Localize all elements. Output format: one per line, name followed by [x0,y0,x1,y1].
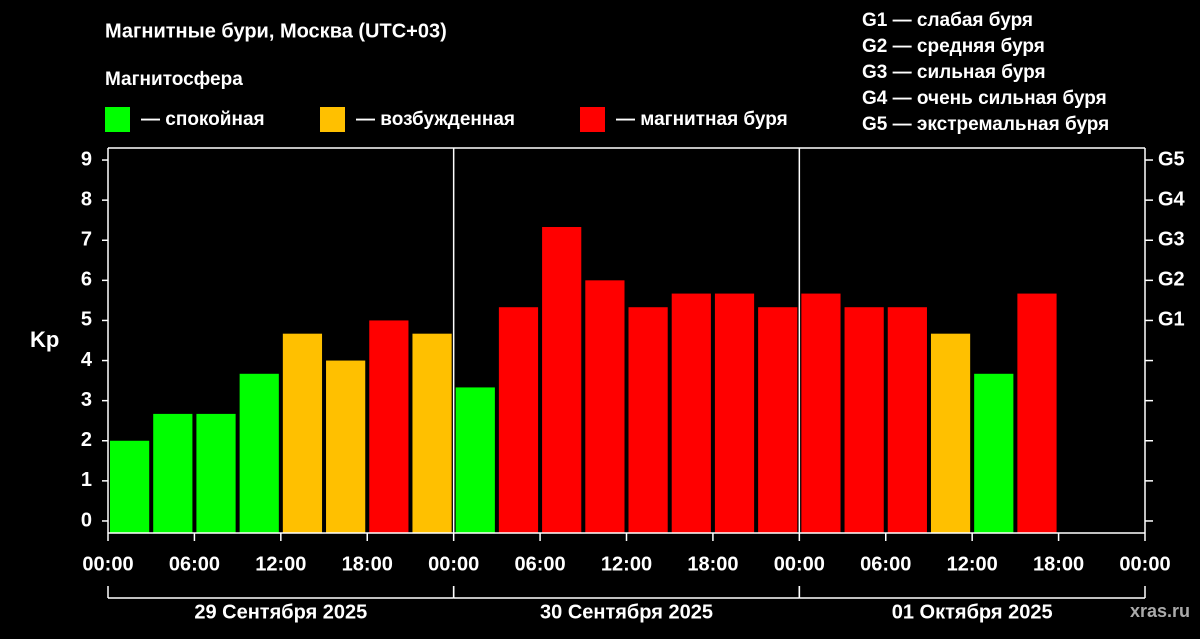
storm-level: G4 — очень сильная буря [862,88,1107,109]
storm-level: G5 — экстремальная буря [862,114,1109,135]
bar [887,307,927,533]
bar [671,293,711,533]
bar [801,293,841,533]
x-tick-label: 00:00 [82,553,133,575]
x-tick-label: 18:00 [1033,553,1084,575]
legend-swatch [580,107,605,132]
bar [628,307,668,533]
bar [498,307,539,533]
bar [196,413,236,533]
x-tick-label: 18:00 [342,553,393,575]
y2-tick-label: G1 [1158,309,1185,331]
storm-level: G3 — сильная буря [862,62,1046,83]
x-tick-label: 06:00 [860,553,911,575]
bar [239,373,279,533]
bar [585,280,625,533]
y-tick-label: 2 [81,429,92,451]
legend-swatch [105,107,130,132]
x-tick-label: 00:00 [774,553,825,575]
bar [153,413,193,533]
storm-level: G2 — средняя буря [862,36,1045,57]
bar [758,307,798,533]
bar [1017,293,1057,533]
legend-swatch [320,107,345,132]
day-label: 01 Октября 2025 [892,601,1053,623]
y-tick-label: 8 [81,188,92,210]
bar [369,320,409,533]
bar [326,360,366,533]
x-tick-label: 12:00 [947,553,998,575]
bar [412,333,452,533]
day-label: 30 Сентября 2025 [540,601,713,623]
bar [844,307,884,533]
bar [282,333,323,533]
x-tick-label: 12:00 [255,553,306,575]
x-tick-label: 12:00 [601,553,652,575]
chart-title: Магнитные бури, Москва (UTC+03) [105,20,447,42]
y-tick-label: 0 [81,509,92,531]
bar [974,373,1014,533]
legend-label: — магнитная буря [616,109,788,130]
legend-label: — спокойная [141,109,265,130]
y-tick-label: 7 [81,229,92,251]
legend-label: — возбужденная [356,109,515,130]
subtitle: Магнитосфера [105,69,243,90]
storm-level: G1 — слабая буря [862,10,1033,31]
y2-tick-label: G2 [1158,269,1185,291]
bar [930,333,971,533]
y2-tick-label: G4 [1158,188,1186,210]
y-tick-label: 1 [81,469,92,491]
y2-tick-label: G3 [1158,229,1185,251]
x-tick-label: 06:00 [515,553,566,575]
x-tick-label: 18:00 [687,553,738,575]
y-tick-label: 4 [81,349,93,371]
bar [455,387,495,533]
y2-tick-label: G5 [1158,148,1185,170]
y-axis-label: Kp [30,327,59,352]
bar [542,227,582,534]
y-tick-label: 3 [81,389,92,411]
x-tick-label: 00:00 [1119,553,1170,575]
bar [714,293,755,533]
watermark: xras.ru [1130,601,1190,621]
day-label: 29 Сентября 2025 [194,601,367,623]
y-tick-label: 9 [81,148,92,170]
y-tick-label: 5 [81,309,92,331]
x-tick-label: 06:00 [169,553,220,575]
x-tick-label: 00:00 [428,553,479,575]
bar [110,440,150,533]
y-tick-label: 6 [81,269,92,291]
